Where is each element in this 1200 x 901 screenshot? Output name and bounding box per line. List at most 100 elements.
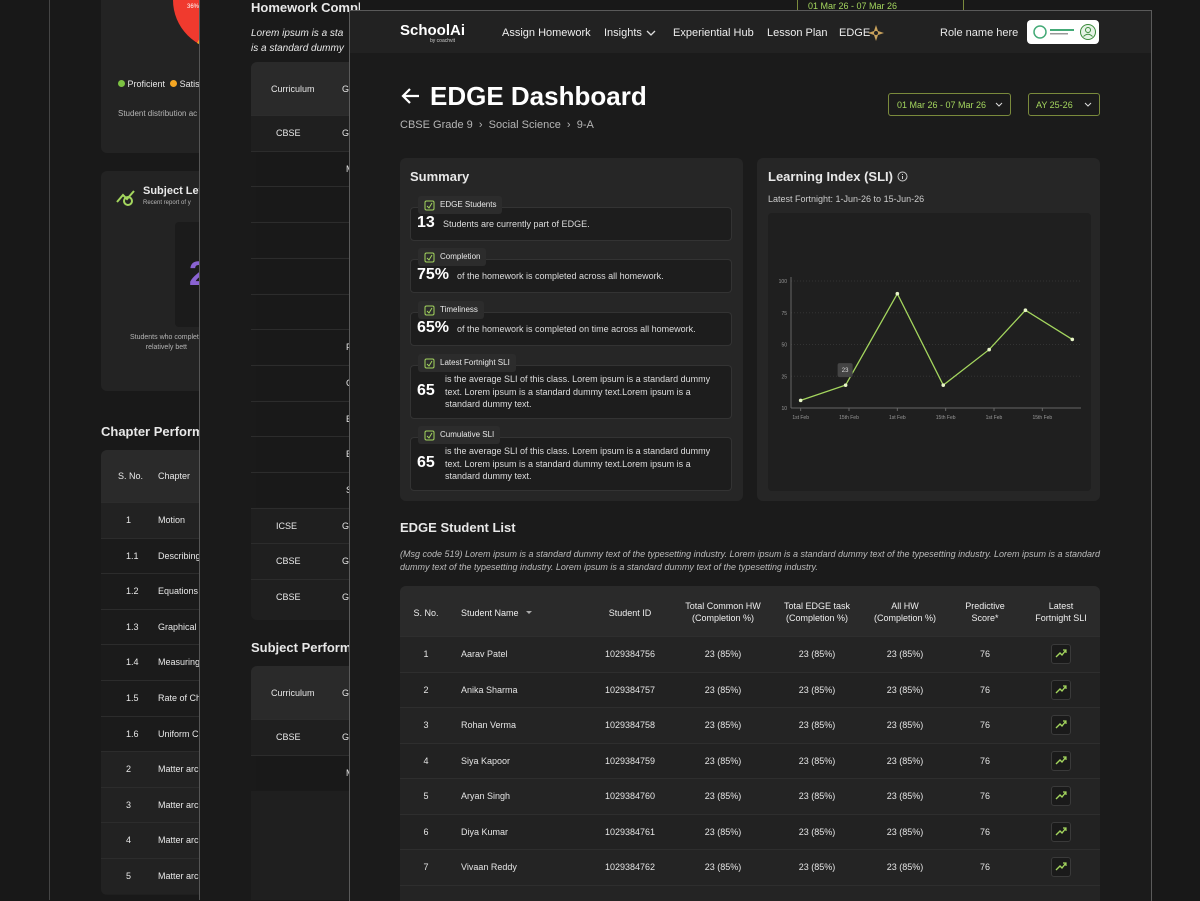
sli-button[interactable] <box>1051 680 1071 700</box>
table-cell-blank <box>256 402 360 436</box>
card-title: Learning Index (SLI) <box>768 169 908 184</box>
sli-button[interactable] <box>1051 715 1071 735</box>
role-name[interactable]: Role name here <box>940 27 1018 39</box>
summary-tag: Latest Fortnight SLI <box>418 354 516 372</box>
table-cell: 76 <box>925 720 1045 730</box>
column-header: Curriculum <box>271 688 315 698</box>
summary-tag: Completion <box>418 248 486 266</box>
nav-item[interactable]: EDGE <box>839 27 870 39</box>
back-panel: 36% Proficient Satisf Student distributi… <box>49 0 210 900</box>
line <box>801 294 1073 401</box>
table-cell: 76 <box>925 827 1045 837</box>
sli-button[interactable] <box>1051 857 1071 877</box>
crumb[interactable]: 9-A <box>577 119 594 131</box>
nav-item[interactable]: Assign Homework <box>502 27 591 39</box>
table-cell: CBSE <box>276 556 301 566</box>
x-tick-label: 1st Feb <box>889 415 906 421</box>
table-cell: Rate of Ch <box>158 693 201 703</box>
pie-label: 36% <box>187 4 199 10</box>
point <box>844 383 848 387</box>
summary-text: is the average SLI of this class. Lorem … <box>445 445 728 483</box>
table-cell-blank <box>256 259 360 293</box>
year-filter[interactable]: AY 25-26 <box>1028 93 1100 116</box>
subject-table: CurriculumGrCBSEGrM <box>251 666 360 900</box>
avatar-box[interactable] <box>1027 20 1099 44</box>
summary-text: of the homework is completed on time acr… <box>457 323 728 336</box>
card-title: Subject Lev <box>143 185 205 197</box>
x-tick-label: 1st Feb <box>792 415 809 421</box>
table-cell: Diya Kumar <box>461 827 508 837</box>
tag-icon <box>424 200 435 211</box>
table-cell: Aarav Patel <box>461 649 508 659</box>
breadcrumb: CBSE Grade 9 › Social Science › 9-A <box>400 119 594 131</box>
dropdown-icon <box>646 30 656 38</box>
tag-icon <box>424 358 435 369</box>
y-tick-label: 100 <box>779 279 788 285</box>
table-cell: Graphical <box>158 622 197 632</box>
summary-tag: EDGE Students <box>418 196 502 214</box>
table-cell: 76 <box>925 649 1045 659</box>
point <box>941 383 945 387</box>
table-cell: 1.1 <box>126 551 139 561</box>
nav-item[interactable]: Insights <box>604 27 642 39</box>
point <box>896 292 900 296</box>
tag-icon <box>424 305 435 316</box>
summary-tag: Timeliness <box>418 301 484 319</box>
nav-item[interactable]: Lesson Plan <box>767 27 828 39</box>
column-header: Curriculum <box>271 84 315 94</box>
table-cell-blank <box>256 756 360 790</box>
sli-button[interactable] <box>1051 786 1071 806</box>
back-arrow[interactable] <box>400 85 422 107</box>
table-cell: Matter arc <box>158 871 199 881</box>
tag-icon <box>424 430 435 441</box>
tag-label: Latest Fortnight SLI <box>440 358 510 367</box>
icon <box>115 186 137 208</box>
section-title: EDGE Student List <box>400 520 516 535</box>
edge-icon <box>868 25 884 41</box>
y-tick-label: 75 <box>781 311 787 317</box>
table-cell: 76 <box>925 756 1045 766</box>
column-header: S. No. <box>118 471 143 481</box>
tag-label: Cumulative SLI <box>440 430 494 439</box>
x-tick-label: 15th Feb <box>839 415 859 421</box>
summary-value: 65 <box>417 382 435 400</box>
note: Students who complete relatively bett <box>130 333 203 353</box>
table-cell-blank <box>256 437 360 471</box>
summary-value: 65% <box>417 319 449 337</box>
table-cell: ICSE <box>276 521 297 531</box>
table-cell: Motion <box>158 515 185 525</box>
date-filter[interactable]: 01 Mar 26 - 07 Mar 26 <box>888 93 1011 116</box>
table-cell: 1.2 <box>126 586 139 596</box>
table-cell: Measuring <box>158 657 200 667</box>
table-cell: Equations <box>158 586 198 596</box>
table-cell: Matter arc <box>158 764 199 774</box>
table-cell: Uniform C <box>158 729 199 739</box>
table-cell: 1.4 <box>126 657 139 667</box>
sort-icon[interactable] <box>526 611 532 615</box>
column-header: Chapter <box>158 471 190 481</box>
crumb[interactable]: Social Science <box>489 119 561 131</box>
sli-button[interactable] <box>1051 822 1071 842</box>
crumb[interactable]: CBSE Grade 9 <box>400 119 473 131</box>
table-cell: CBSE <box>276 732 301 742</box>
sli-button[interactable] <box>1051 644 1071 664</box>
section-title: Homework Completion <box>251 0 360 15</box>
column-header[interactable]: Student Name <box>461 607 519 619</box>
x-tick-label: 1st Feb <box>986 415 1003 421</box>
table-cell: Matter arc <box>158 800 199 810</box>
logo[interactable]: SchoolAi <box>400 22 465 39</box>
sli-icon <box>1052 716 1070 734</box>
sli-button[interactable] <box>1051 751 1071 771</box>
sli-icon <box>1052 858 1070 876</box>
table-cell: Matter arc <box>158 835 199 845</box>
table-cell: Vivaan Reddy <box>461 862 517 872</box>
table-cell-blank <box>256 152 360 186</box>
middle-panel: Homework Completion Lorem ipsum is a sta… <box>199 0 360 900</box>
y-tick-label: 10 <box>781 406 787 412</box>
nav-item[interactable]: Experiential Hub <box>673 27 754 39</box>
tag-label: Timeliness <box>440 305 478 314</box>
table-cell-blank <box>256 330 360 364</box>
point <box>1071 338 1075 342</box>
table-cell: 2 <box>126 764 131 774</box>
